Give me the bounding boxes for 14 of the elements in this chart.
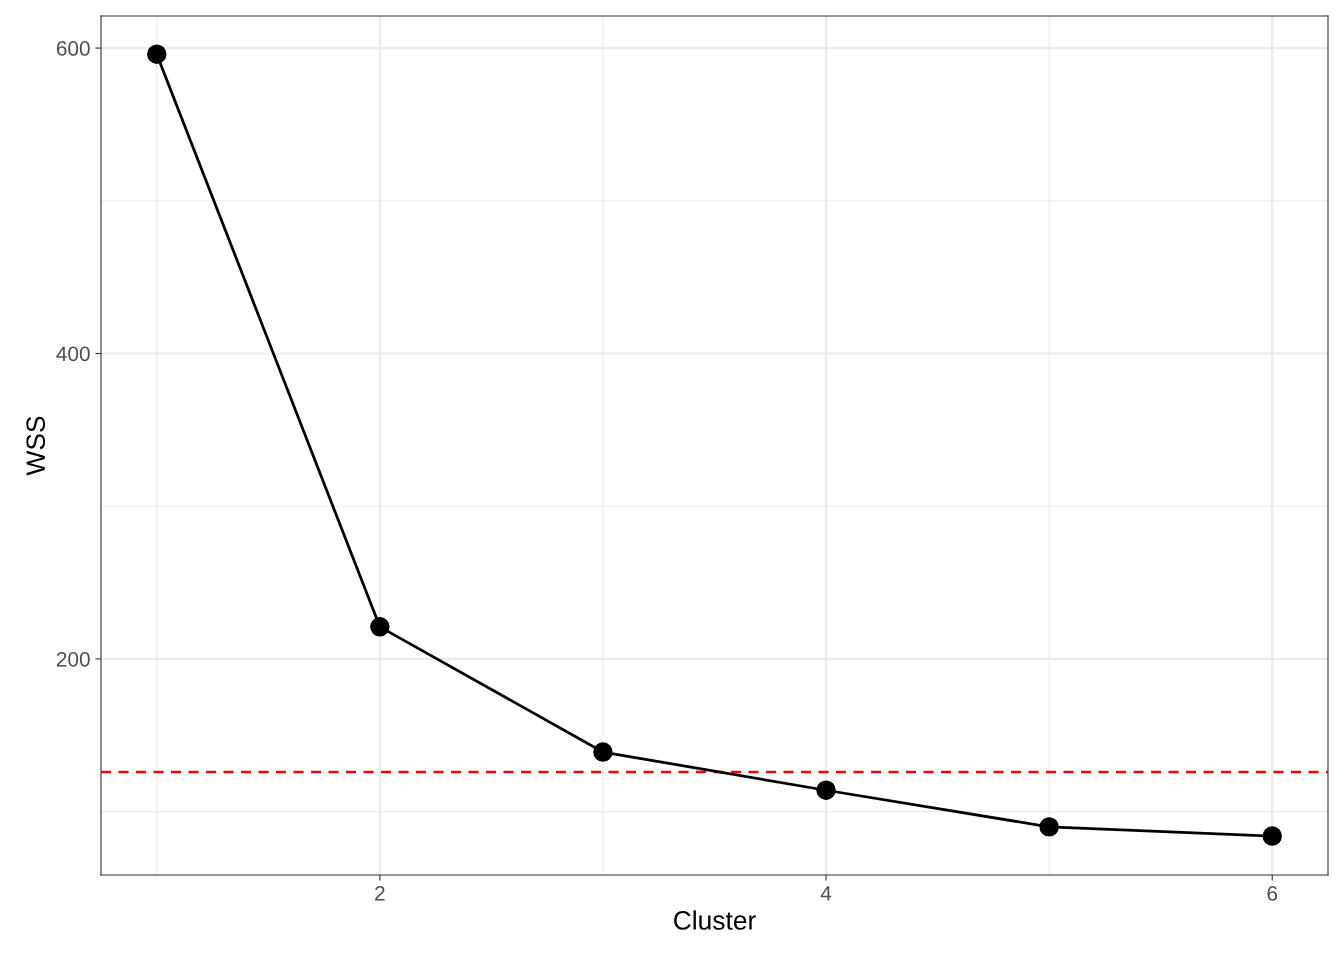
y-axis-title: WSS	[26, 416, 46, 476]
point	[1262, 826, 1282, 846]
x-tick-label: 4	[820, 886, 832, 901]
y-tick-label: 400	[56, 346, 90, 362]
x-tick-label: 6	[1267, 885, 1278, 901]
point	[370, 617, 390, 637]
y-tick-label: 200	[56, 651, 90, 667]
point	[593, 742, 613, 762]
y-tick-label: 600	[56, 41, 90, 56]
x-axis-title: Cluster	[674, 910, 756, 930]
point	[1039, 817, 1059, 837]
point	[147, 44, 167, 64]
x-tick-label: 2	[375, 885, 385, 901]
point	[816, 780, 836, 800]
